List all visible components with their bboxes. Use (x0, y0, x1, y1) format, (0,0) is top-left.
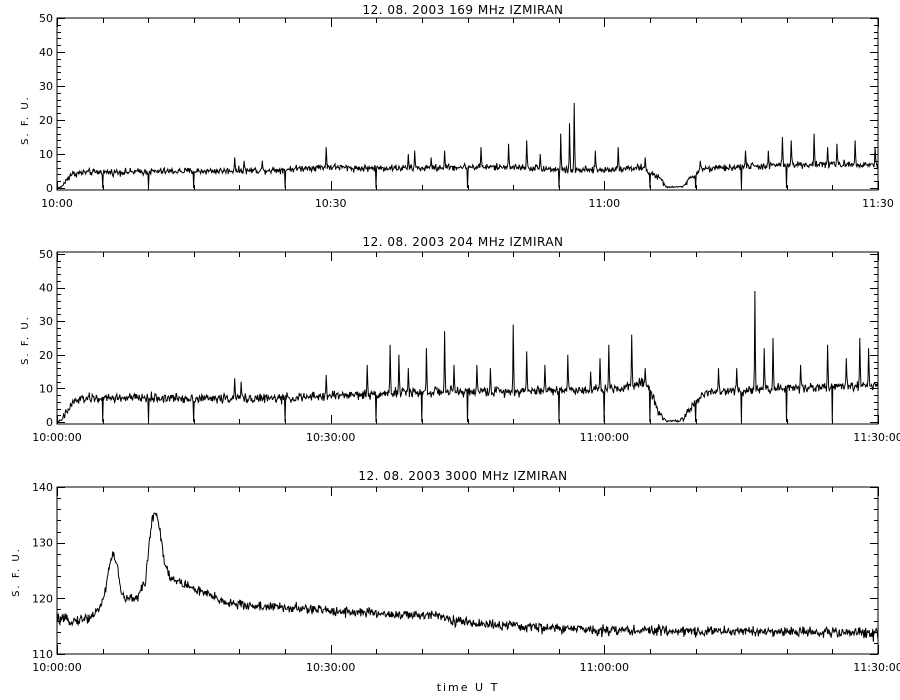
panel-204mhz: 12. 08. 2003 204 MHz IZMIRAN S. F. U. 01… (20, 235, 900, 444)
y-tick-label: 10 (39, 148, 53, 161)
y-tick-label: 40 (39, 46, 53, 59)
x-tick-label: 10:30:00 (306, 431, 355, 444)
x-ticks: 10:00:00 10:30:00 11:00:00 11:30:00 (32, 487, 900, 674)
y-axis-label: S. F. U. (11, 547, 22, 597)
y-tick-label: 30 (39, 315, 53, 328)
y-tick-label: 0 (46, 416, 53, 429)
y-tick-label: 140 (32, 481, 53, 494)
y-tick-label: 110 (32, 648, 53, 661)
panel-title: 12. 08. 2003 3000 MHz IZMIRAN (358, 469, 567, 483)
y-tick-label: 20 (39, 114, 53, 127)
x-ticks: 10:00 10:30 11:00 11:30 (41, 18, 894, 210)
x-tick-label: 10:30:00 (306, 661, 355, 674)
y-tick-label: 0 (46, 182, 53, 195)
x-tick-label: 11:00 (588, 197, 620, 210)
y-tick-label: 10 (39, 382, 53, 395)
plot-frame (56, 17, 879, 191)
y-tick-label: 50 (39, 12, 53, 25)
x-tick-label: 10:00:00 (32, 661, 81, 674)
x-ticks: 10:00:00 10:30:00 11:00:00 11:30:00 (32, 252, 900, 444)
panel-3000mhz: 12. 08. 2003 3000 MHz IZMIRAN S. F. U. 1… (11, 469, 900, 674)
x-tick-label: 11:30:00 (853, 431, 900, 444)
y-axis-label: S. F. U. (20, 95, 31, 145)
x-tick-label: 11:00:00 (580, 661, 629, 674)
y-tick-label: 120 (32, 592, 53, 605)
x-tick-label: 10:30 (315, 197, 347, 210)
x-tick-label: 11:30:00 (853, 661, 900, 674)
y-tick-label: 130 (32, 537, 53, 550)
y-ticks: 0 10 20 30 40 50 (39, 248, 878, 429)
x-tick-label: 11:30 (862, 197, 894, 210)
x-axis-label: time U T (437, 681, 500, 694)
x-tick-label: 10:00 (41, 197, 73, 210)
y-axis-label: S. F. U. (20, 315, 31, 365)
panel-169mhz: 12. 08. 2003 169 MHz IZMIRAN S. F. U. 01… (20, 3, 894, 210)
x-tick-label: 11:00:00 (580, 431, 629, 444)
panel-title: 12. 08. 2003 204 MHz IZMIRAN (362, 235, 563, 249)
panel-title: 12. 08. 2003 169 MHz IZMIRAN (362, 3, 563, 17)
y-tick-label: 40 (39, 282, 53, 295)
plot-frame (56, 486, 879, 655)
x-tick-label: 10:00:00 (32, 431, 81, 444)
y-tick-label: 50 (39, 248, 53, 261)
series-line (56, 290, 879, 423)
plot-frame (56, 251, 879, 425)
y-tick-label: 20 (39, 349, 53, 362)
y-tick-label: 30 (39, 80, 53, 93)
series-line (56, 512, 879, 642)
y-ticks: 0 10 20 30 40 50 (39, 12, 878, 195)
series-line (57, 102, 879, 189)
y-ticks: 110 120 130 140 (32, 481, 878, 661)
